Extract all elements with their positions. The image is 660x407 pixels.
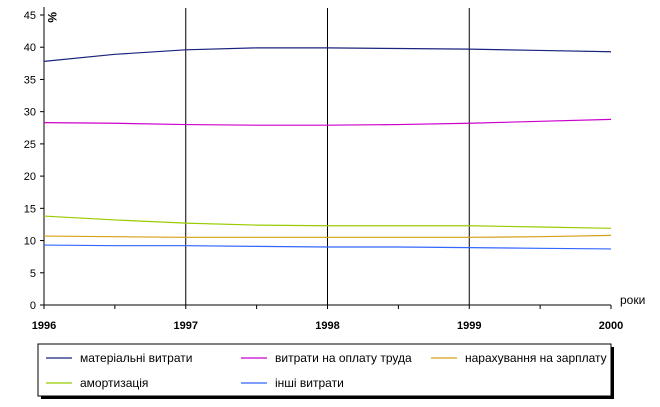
- y-tick-label: 15: [24, 203, 36, 215]
- series-lines: [43, 47, 612, 250]
- axes: [40, 7, 612, 309]
- series-line-3: [43, 215, 612, 229]
- legend-label-1: витрати на оплату труда: [275, 351, 412, 365]
- x-tick-label: 1996: [32, 320, 56, 332]
- legend-label-0: матеріальні витрати: [80, 351, 192, 365]
- y-tick-label: 40: [24, 42, 36, 54]
- series-line-2: [43, 234, 612, 238]
- legend: матеріальні витрати витрати на оплату тру…: [37, 343, 614, 399]
- y-tick-label: 10: [24, 236, 36, 248]
- y-tick-label: 5: [30, 268, 36, 280]
- legend-label-2: нарахування на зарплату: [465, 351, 607, 365]
- series-line-1: [43, 118, 612, 126]
- legend-label-3: амортизація: [80, 376, 148, 390]
- y-tick-label: 0: [30, 300, 36, 312]
- y-tick-label: 25: [24, 139, 36, 151]
- x-tick-label: 2000: [599, 320, 623, 332]
- x-axis-title: роки: [620, 293, 645, 307]
- y-tick-label: 35: [24, 74, 36, 86]
- axis-labels: 0 5 10 15 20 25 30 35 40 45 1996 1997 1998 1999 2000% р…: [24, 10, 646, 332]
- y-tick-label: 20: [24, 171, 36, 183]
- x-tick-label: 1998: [315, 320, 339, 332]
- legend-label-4: інші витрати: [275, 376, 344, 390]
- y-tick-label: 45: [24, 10, 36, 22]
- gridlines: [185, 8, 470, 305]
- series-line-4: [43, 244, 612, 250]
- y-axis-title: %: [45, 12, 59, 23]
- y-tick-label: 30: [24, 107, 36, 119]
- legend-box: [37, 343, 612, 397]
- x-tick-label: 1999: [457, 320, 481, 332]
- series-line-0: [43, 47, 612, 62]
- x-tick-label: 1997: [174, 320, 198, 332]
